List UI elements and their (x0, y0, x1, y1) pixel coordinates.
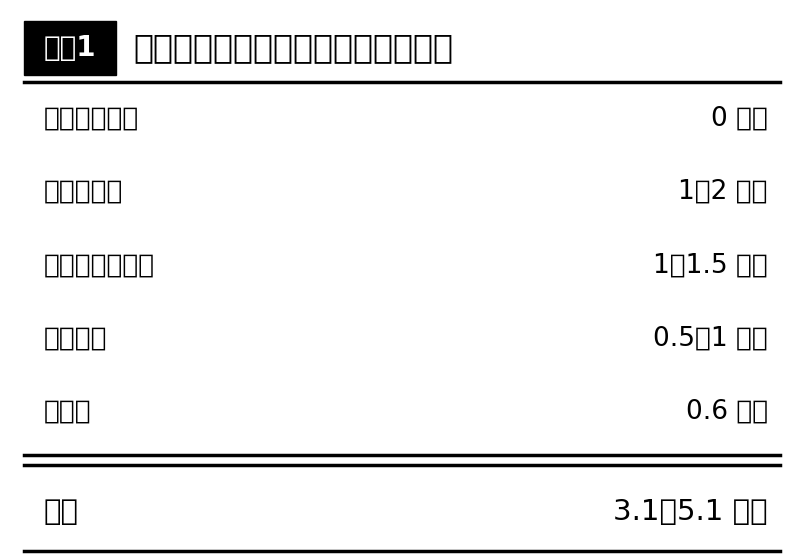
Text: 前年度剰余金: 前年度剰余金 (44, 105, 139, 131)
Text: 0.6 兆円: 0.6 兆円 (686, 399, 768, 425)
Text: 0.5～1 兆円: 0.5～1 兆円 (654, 325, 768, 351)
FancyBboxPatch shape (24, 21, 116, 75)
Text: 図表1: 図表1 (44, 34, 96, 62)
Text: 財源から想定される経済対策の規模: 財源から想定される経済対策の規模 (134, 31, 454, 65)
Text: 小計: 小計 (44, 498, 79, 526)
Text: 0 兆円: 0 兆円 (711, 105, 768, 131)
Text: 予備費: 予備費 (44, 399, 92, 425)
Text: 税外収入: 税外収入 (44, 325, 107, 351)
Text: 1～1.5 兆円: 1～1.5 兆円 (654, 252, 768, 278)
Text: 1～2 兆円: 1～2 兆円 (678, 179, 768, 205)
Text: 税収上振れ: 税収上振れ (44, 179, 123, 205)
Text: 3.1～5.1 兆円: 3.1～5.1 兆円 (614, 498, 768, 526)
Text: 既定経費の削減: 既定経費の削減 (44, 252, 155, 278)
